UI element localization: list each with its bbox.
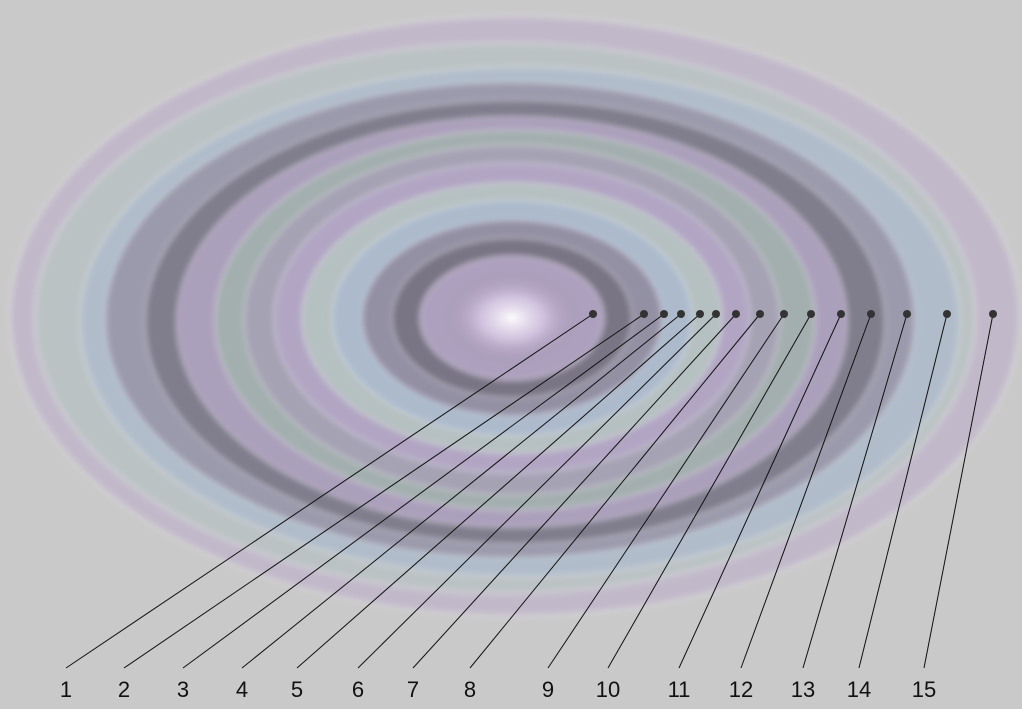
anchor-dot-8 <box>756 310 764 318</box>
anchor-dot-14 <box>943 310 951 318</box>
anchor-dot-11 <box>837 310 845 318</box>
anchor-dot-6 <box>712 310 720 318</box>
leader-line-5 <box>296 313 701 669</box>
callout-number-15: 15 <box>912 677 936 702</box>
callout-number-9: 9 <box>542 677 554 702</box>
callout-number-11: 11 <box>668 677 691 702</box>
leader-line-6 <box>357 313 717 669</box>
anchor-dot-15 <box>989 310 997 318</box>
leader-line-11 <box>678 313 842 669</box>
leader-line-3 <box>182 313 665 669</box>
callout-numbers: 1 2 3 4 5 6 7 8 9 10 11 12 13 14 15 <box>60 677 936 702</box>
anchor-dot-2 <box>640 310 648 318</box>
core-glow <box>442 270 582 366</box>
anchor-dot-12 <box>867 310 875 318</box>
callout-number-12: 12 <box>729 677 753 702</box>
leader-line-1 <box>65 313 594 669</box>
anchor-dot-10 <box>807 310 815 318</box>
callout-number-10: 10 <box>596 677 620 702</box>
anchor-dot-5 <box>696 310 704 318</box>
concentric-rings <box>9 15 1021 617</box>
leader-line-2 <box>123 313 645 669</box>
leader-line-14 <box>858 313 948 669</box>
callout-number-4: 4 <box>236 677 248 702</box>
anchor-dot-1 <box>589 310 597 318</box>
anchor-dot-9 <box>780 310 788 318</box>
callout-anchor-dots <box>589 310 997 318</box>
callout-number-6: 6 <box>352 677 364 702</box>
leader-line-9 <box>547 313 785 669</box>
callout-number-1: 1 <box>60 677 72 702</box>
callout-number-2: 2 <box>118 677 130 702</box>
callout-number-3: 3 <box>177 677 189 702</box>
leader-line-10 <box>607 313 812 669</box>
callout-number-5: 5 <box>291 677 303 702</box>
leader-line-7 <box>412 313 737 669</box>
leader-line-13 <box>802 313 908 669</box>
callout-number-8: 8 <box>464 677 476 702</box>
anchor-dot-13 <box>903 310 911 318</box>
leader-line-15 <box>923 313 994 669</box>
leader-line-8 <box>469 313 761 669</box>
callout-leader-lines <box>65 313 994 669</box>
callout-number-13: 13 <box>791 677 815 702</box>
callout-number-14: 14 <box>847 677 871 702</box>
anchor-dot-7 <box>732 310 740 318</box>
anchor-dot-3 <box>660 310 668 318</box>
leader-line-4 <box>241 313 682 669</box>
anchor-dot-4 <box>677 310 685 318</box>
leader-line-12 <box>740 313 872 669</box>
callout-number-7: 7 <box>407 677 419 702</box>
